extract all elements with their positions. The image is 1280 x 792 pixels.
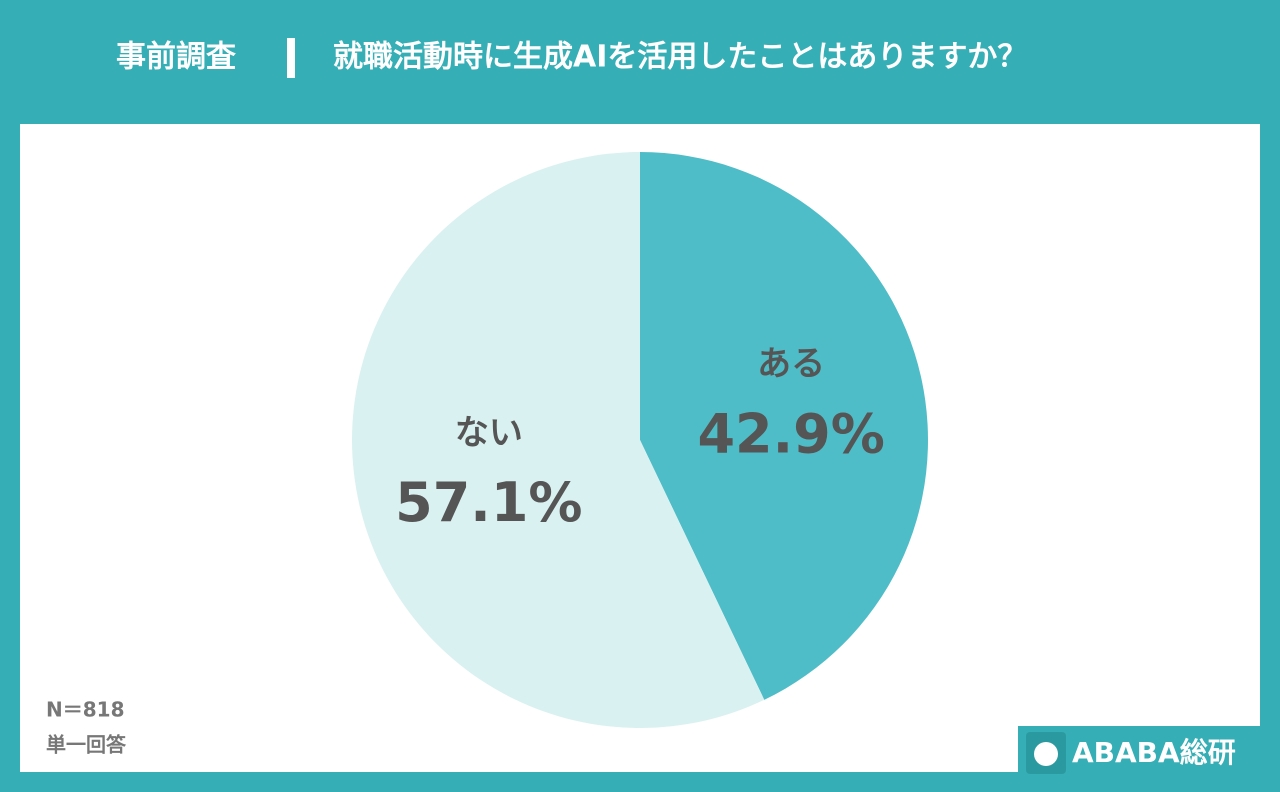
chart-subtitle: 就職活動時に生成AIを活用したことはありますか？ <box>333 40 1027 75</box>
note: N＝818 <box>46 698 125 722</box>
pie-slice <box>640 152 928 700</box>
title-separator <box>287 38 295 78</box>
value-label: 57.1% <box>395 471 582 534</box>
pie <box>352 152 928 728</box>
pie-slice <box>352 152 765 728</box>
value-label: 42.9% <box>697 402 884 465</box>
note: 単一回答 <box>46 733 127 757</box>
slice-label: ない <box>455 413 523 453</box>
brand: ABABA総研 <box>1072 736 1236 769</box>
chart-title: 事前調査 <box>116 40 236 75</box>
brand-icon-face <box>1034 742 1058 766</box>
slice-label: ある <box>757 344 825 384</box>
